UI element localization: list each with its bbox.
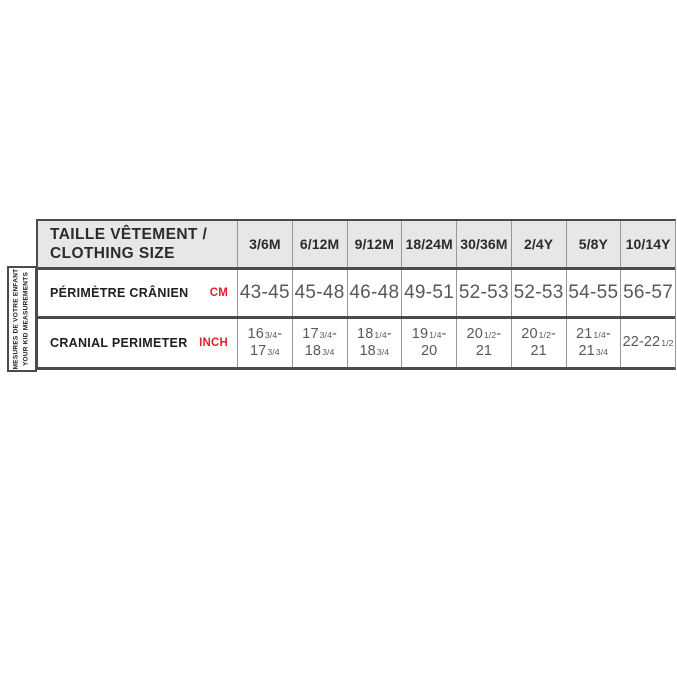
fraction: 1/4 bbox=[593, 329, 606, 340]
cm-value-18-24m: 49-51 bbox=[401, 270, 456, 316]
inch-value-3-6m: 163/4- 173/4 bbox=[237, 319, 292, 367]
cm-value-6-12m: 45-48 bbox=[291, 270, 347, 316]
fraction: 3/4 bbox=[264, 329, 278, 340]
column-header-2-4y: 2/4Y bbox=[510, 221, 566, 267]
column-header-9-12m: 9/12M bbox=[346, 221, 402, 267]
column-header-30-36m: 30/36M bbox=[456, 221, 511, 267]
fraction: 3/4 bbox=[376, 347, 390, 357]
inch-value-30-36m: 201/2- 21 bbox=[456, 319, 511, 367]
cm-value-5-8y: 54-55 bbox=[565, 270, 621, 316]
size-table: TAILLE VÊTEMENT / CLOTHING SIZE 3/6M 6/12… bbox=[36, 219, 676, 370]
cm-value-3-6m: 43-45 bbox=[237, 270, 292, 316]
row-label-cell-cm: PÉRIMÈTRE CRÂNIEN CM bbox=[38, 270, 237, 316]
fraction: 1/4 bbox=[429, 329, 442, 340]
column-header-18-24m: 18/24M bbox=[401, 221, 456, 267]
table-title-line-en: CLOTHING SIZE bbox=[50, 245, 175, 262]
inch-value-9-12m: 181/4- 183/4 bbox=[346, 319, 402, 367]
fraction: 1/2 bbox=[661, 338, 674, 349]
table-title: TAILLE VÊTEMENT / CLOTHING SIZE bbox=[38, 221, 237, 267]
table-title-line-fr: TAILLE VÊTEMENT / bbox=[50, 225, 208, 243]
cm-value-9-12m: 46-48 bbox=[346, 270, 402, 316]
row-label-cell-inch: CRANIAL PERIMETER INCH bbox=[38, 319, 237, 367]
inch-value-10-14y: 22-221/2 bbox=[620, 319, 675, 367]
column-header-10-14y: 10/14Y bbox=[620, 221, 675, 267]
fraction: 1/2 bbox=[483, 329, 497, 340]
fraction: 1/2 bbox=[538, 329, 552, 340]
column-header-5-8y: 5/8Y bbox=[565, 221, 621, 267]
cm-value-10-14y: 56-57 bbox=[620, 270, 675, 316]
row-cm: PÉRIMÈTRE CRÂNIEN CM 43-45 45-48 46-48 49-5… bbox=[38, 267, 675, 316]
sidebar-label-en: YOUR KID MEASUREMENTS bbox=[23, 271, 30, 367]
row-label-perimetre-cranien: PÉRIMÈTRE CRÂNIEN bbox=[50, 286, 189, 300]
sidebar-label-fr: MESURES DE VOTRE ENFANT bbox=[12, 268, 20, 370]
column-header-6-12m: 6/12M bbox=[291, 221, 347, 267]
row-label-cranial-perimeter: CRANIAL PERIMETER bbox=[50, 336, 188, 350]
column-header-3-6m: 3/6M bbox=[237, 221, 292, 267]
row-inch: CRANIAL PERIMETER INCH 163/4- 173/4 173/4-… bbox=[38, 316, 675, 367]
cm-value-30-36m: 52-53 bbox=[456, 270, 511, 316]
header-row: TAILLE VÊTEMENT / CLOTHING SIZE 3/6M 6/12… bbox=[38, 221, 675, 267]
inch-value-2-4y: 201/2- 21 bbox=[510, 319, 566, 367]
cm-value-2-4y: 52-53 bbox=[510, 270, 566, 316]
sidebar-rotated-text: MESURES DE VOTRE ENFANT YOUR KID MEASURE… bbox=[12, 267, 33, 371]
fraction: 3/4 bbox=[267, 347, 280, 357]
fraction: 3/4 bbox=[595, 347, 609, 357]
fraction: 3/4 bbox=[319, 329, 333, 340]
fraction: 1/4 bbox=[374, 329, 387, 340]
inch-value-5-8y: 211/4- 213/4 bbox=[565, 319, 621, 367]
inch-value-18-24m: 191/4- 20 bbox=[401, 319, 456, 367]
fraction: 3/4 bbox=[322, 347, 335, 357]
inch-value-6-12m: 173/4- 183/4 bbox=[291, 319, 347, 367]
measurements-sidebar: MESURES DE VOTRE ENFANT YOUR KID MEASURE… bbox=[7, 266, 37, 372]
unit-label-inch: INCH bbox=[199, 337, 228, 349]
unit-label-cm: CM bbox=[209, 287, 228, 299]
